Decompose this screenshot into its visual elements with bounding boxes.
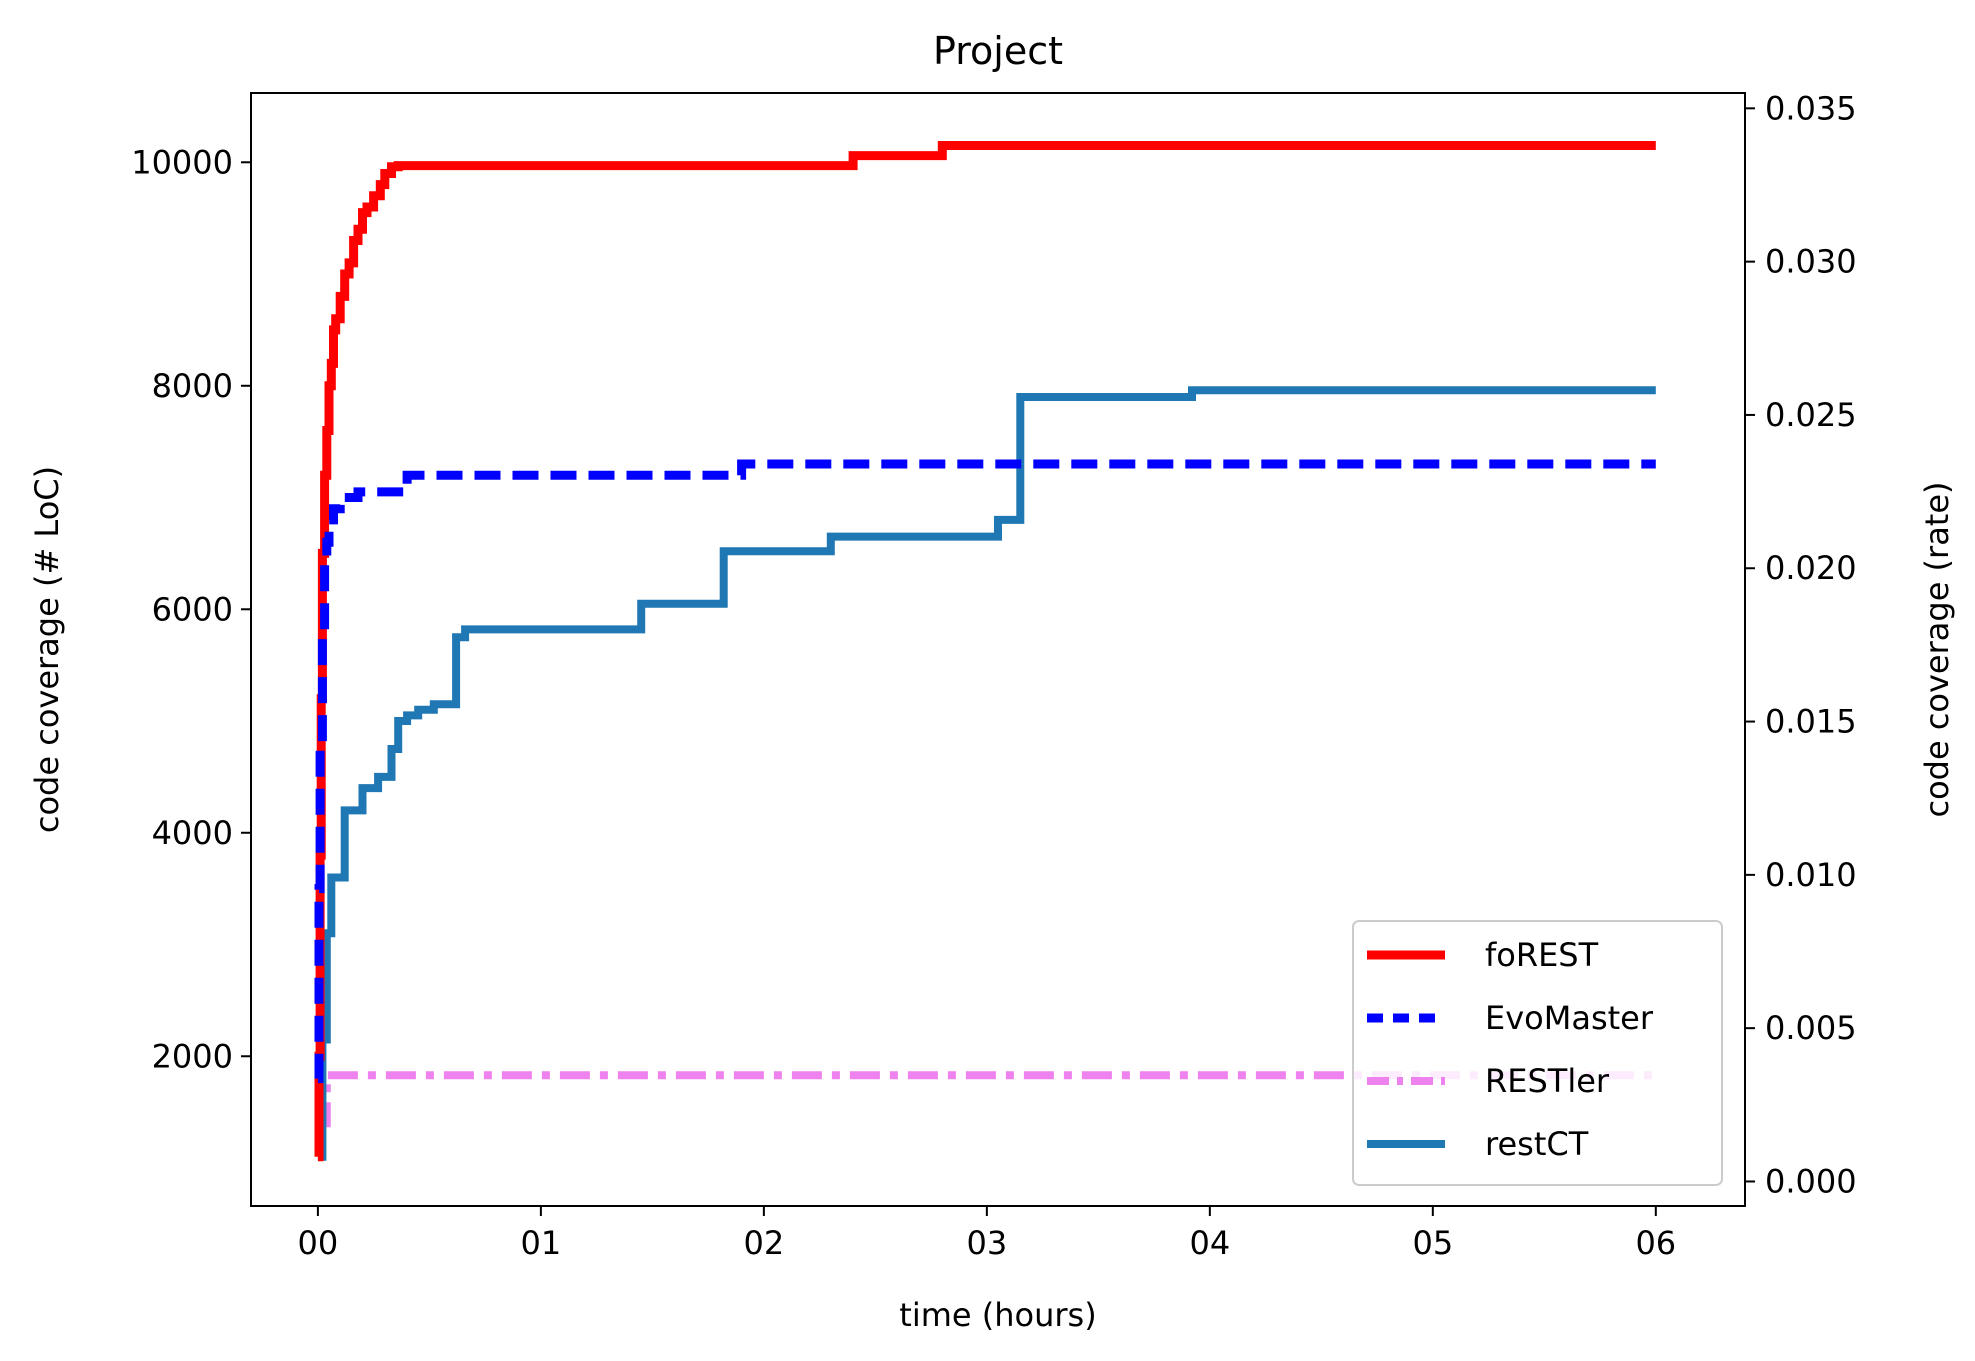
x-axis: 00 01 02 03 04 05 06 — [298, 1206, 1676, 1262]
y-tick-label: 10000 — [131, 143, 233, 181]
y2-tick-label: 0.020 — [1765, 549, 1857, 587]
x-tick-label: 05 — [1412, 1224, 1453, 1262]
legend-label: RESTler — [1485, 1062, 1610, 1100]
x-axis-title: time (hours) — [899, 1296, 1096, 1334]
legend: foREST EvoMaster RESTler restCT — [1352, 920, 1723, 1186]
y-tick-label: 4000 — [152, 814, 233, 852]
legend-box — [1352, 920, 1723, 1186]
series-layer — [314, 141, 1656, 1162]
x-tick-label: 01 — [521, 1224, 562, 1262]
x-tick-label: 04 — [1189, 1224, 1230, 1262]
chart-title: Project — [933, 29, 1063, 73]
y2-tick-label: 0.015 — [1765, 703, 1857, 741]
y-axis-right: 0.000 0.005 0.010 0.015 0.020 0.025 0.030 0.035 — [1745, 89, 1857, 1200]
legend-label: foREST — [1485, 936, 1599, 974]
y2-tick-label: 0.005 — [1765, 1009, 1857, 1047]
y-axis-title: code coverage (# LoC) — [28, 466, 66, 833]
y-tick-label: 2000 — [152, 1037, 233, 1075]
y-axis-left: 2000 4000 6000 8000 10000 — [131, 143, 251, 1075]
y2-tick-label: 0.035 — [1765, 89, 1857, 127]
plot-frame — [250, 92, 1746, 1207]
y2-tick-label: 0.010 — [1765, 856, 1857, 894]
x-tick-label: 03 — [966, 1224, 1007, 1262]
series-line-evomaster — [314, 459, 1656, 1084]
y2-tick-label: 0.000 — [1765, 1162, 1857, 1200]
series-line-restct — [317, 386, 1656, 1161]
x-tick-label: 06 — [1635, 1224, 1676, 1262]
x-tick-label: 02 — [744, 1224, 785, 1262]
legend-label: restCT — [1485, 1125, 1589, 1163]
legend-label: EvoMaster — [1485, 999, 1654, 1037]
y2-tick-label: 0.025 — [1765, 396, 1857, 434]
y-tick-label: 8000 — [152, 367, 233, 405]
x-tick-label: 00 — [298, 1224, 339, 1262]
y2-axis-title: code coverage (rate) — [1918, 481, 1956, 817]
y2-tick-label: 0.030 — [1765, 243, 1857, 281]
y-tick-label: 6000 — [152, 590, 233, 628]
